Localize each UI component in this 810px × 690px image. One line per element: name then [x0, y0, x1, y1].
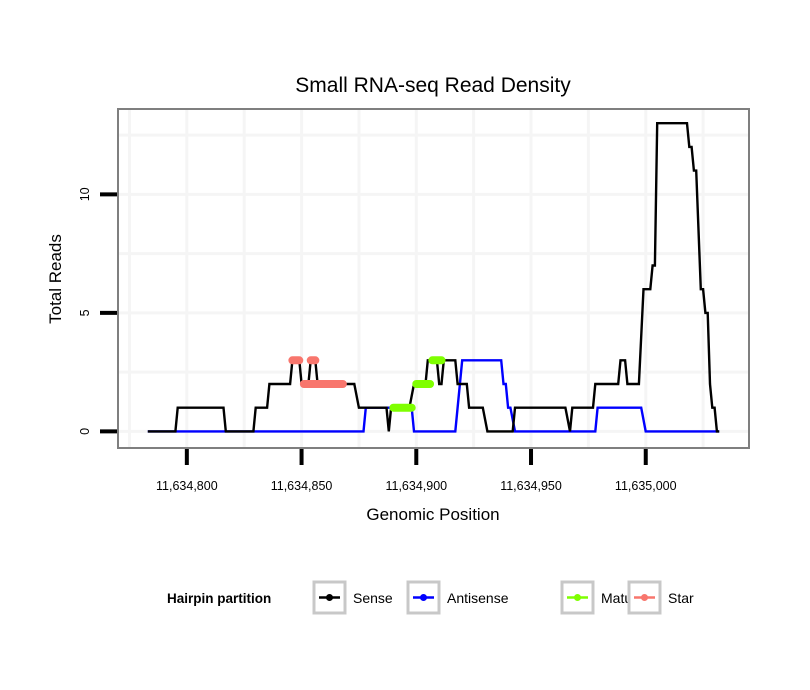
- x-axis-title: Genomic Position: [366, 505, 499, 524]
- chart-title: Small RNA-seq Read Density: [295, 74, 571, 97]
- y-tick-label: 0: [78, 428, 92, 435]
- legend-label: Star: [668, 590, 694, 606]
- grid: [118, 109, 749, 448]
- legend-key-point: [420, 594, 427, 601]
- series-layer: [147, 122, 720, 433]
- x-tick-label: 11,634,950: [500, 479, 562, 493]
- x-tick-label: 11,634,850: [271, 479, 333, 493]
- x-tick-label: 11,634,900: [385, 479, 447, 493]
- legend-entries: Sense Antisense Mature Star: [312, 580, 694, 615]
- x-tick-label: 11,634,800: [156, 479, 218, 493]
- x-axis: 11,634,800 11,634,850 11,634,900 11,634,950…: [156, 449, 677, 493]
- y-tick-label: 10: [78, 187, 92, 201]
- legend-item-antisense: Antisense: [406, 580, 509, 615]
- y-tick-label: 5: [78, 309, 92, 316]
- legend-key-point: [574, 594, 581, 601]
- legend-label: Antisense: [447, 590, 509, 606]
- y-axis: 0 5 10: [78, 187, 117, 435]
- legend-title: Hairpin partition: [167, 591, 271, 606]
- legend-key-point: [641, 594, 648, 601]
- legend-key-point: [326, 594, 333, 601]
- legend-item-sense: Sense: [312, 580, 393, 615]
- panel-border: [117, 108, 750, 449]
- panel-background: [118, 109, 749, 448]
- y-axis-title: Total Reads: [46, 234, 65, 324]
- legend: Hairpin partition Sense Antisense Mature St…: [167, 580, 694, 615]
- legend-label: Sense: [353, 590, 393, 606]
- x-tick-label: 11,635,000: [615, 479, 677, 493]
- plot-panel: [117, 108, 750, 449]
- legend-item-star: Star: [627, 580, 694, 615]
